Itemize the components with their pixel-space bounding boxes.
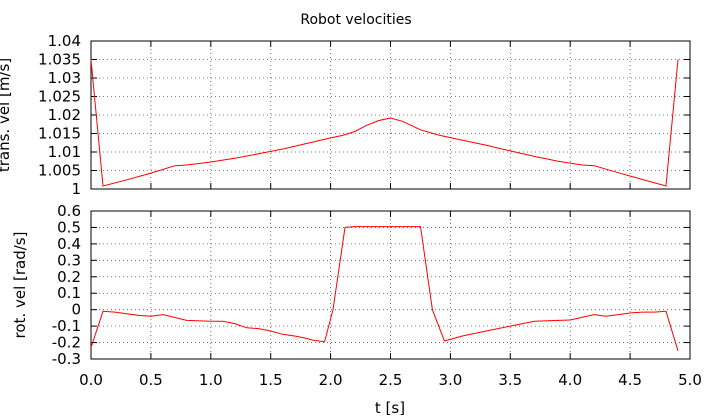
rot-vel-ytick-label: 0.2 (57, 268, 81, 286)
x-tick-label: 4.5 (618, 371, 642, 389)
trans-vel-ytick-label: 1.015 (38, 125, 81, 143)
rot-vel-ytick-label: 0.1 (57, 284, 81, 302)
trans-vel-ytick-label: 1.005 (38, 162, 81, 180)
rot-vel-ytick-label: 0.3 (57, 251, 81, 269)
x-axis-label: t [s] (375, 399, 405, 417)
x-tick-label: 1.0 (199, 371, 223, 389)
trans-vel-ytick-label: 1 (71, 180, 81, 198)
rot-vel-ytick-label: 0.6 (57, 202, 81, 220)
trans-vel-ytick-label: 1.01 (48, 143, 81, 161)
rot-vel-ytick-label: 0.5 (57, 218, 81, 236)
rot-vel-frame (90, 210, 691, 360)
trans-vel-ytick-label: 1.02 (48, 106, 81, 124)
trans-vel-grid (91, 41, 690, 189)
x-tick-label: 5.0 (678, 371, 702, 389)
trans-vel-ytick-label: 1.04 (48, 32, 81, 50)
trans-vel-ytick-label: 1.03 (48, 69, 81, 87)
rot-vel-ylabel: rot. vel [rad/s] (11, 232, 29, 339)
chart-title: Robot velocities (300, 12, 411, 28)
x-tick-label: 1.5 (259, 371, 283, 389)
rot-vel-ytick-label: 0 (71, 301, 81, 319)
rot-vel-line (90, 226, 679, 351)
rot-vel-ytick-label: -0.3 (52, 350, 81, 368)
rot-vel-grid (91, 211, 690, 359)
x-tick-label: 3.0 (438, 371, 462, 389)
rot-vel-ytick-label: 0.4 (57, 235, 81, 253)
x-tick-label: 4.0 (558, 371, 582, 389)
trans-vel-frame (90, 40, 691, 190)
rot-vel-panel: -0.3-0.2-0.100.10.20.30.40.50.6 rot. vel… (11, 202, 691, 368)
rot-vel-ytick-label: -0.1 (52, 317, 81, 335)
x-tick-label: 3.5 (498, 371, 522, 389)
trans-vel-ytick-label: 1.025 (38, 88, 81, 106)
x-tick-label: 0.5 (139, 371, 163, 389)
x-tick-label: 0.0 (79, 371, 103, 389)
x-axis-tick-labels: 0.0 0.5 1.0 1.5 2.0 2.5 3.0 3.5 4.0 4.5 5.0 (79, 371, 702, 389)
rot-vel-ticks: -0.3-0.2-0.100.10.20.30.40.50.6 (52, 202, 691, 368)
x-tick-label: 2.5 (379, 371, 403, 389)
rot-vel-ytick-label: -0.2 (52, 334, 81, 352)
x-tick-label: 2.0 (319, 371, 343, 389)
trans-vel-ylabel: trans. vel [m/s] (0, 58, 13, 172)
trans-vel-ytick-label: 1.035 (38, 51, 81, 69)
trans-vel-line (90, 59, 679, 187)
